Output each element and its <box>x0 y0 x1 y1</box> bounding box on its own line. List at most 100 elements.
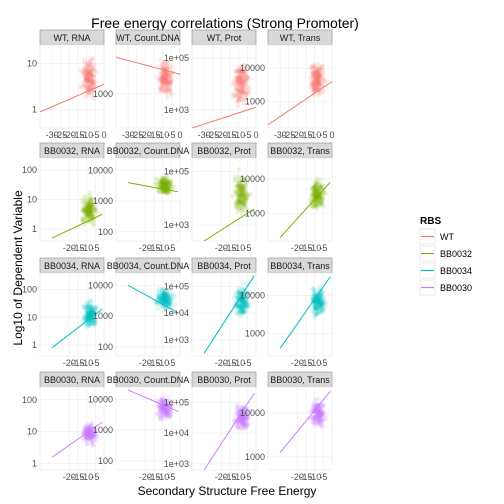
data-point <box>240 206 246 212</box>
data-point <box>312 185 318 190</box>
x-tick-label: -30 <box>198 130 211 140</box>
data-point <box>160 405 166 411</box>
data-point <box>169 297 175 302</box>
data-point <box>89 202 94 207</box>
data-point <box>243 309 249 314</box>
data-point <box>91 310 96 316</box>
data-point <box>315 419 321 424</box>
data-point <box>245 207 251 213</box>
regression-line <box>279 276 331 349</box>
facet-strip-label: BB0034, Trans <box>270 261 330 271</box>
data-point <box>164 81 170 87</box>
data-point <box>236 94 242 100</box>
data-point <box>240 308 246 314</box>
data-point <box>86 80 91 86</box>
data-point <box>90 213 96 219</box>
data-point <box>153 176 159 182</box>
data-point <box>164 297 170 303</box>
data-point <box>237 417 242 423</box>
x-tick-label: 0 <box>253 130 258 140</box>
data-point <box>164 65 170 71</box>
data-point <box>239 76 245 82</box>
data-point <box>87 434 93 439</box>
data-point <box>321 77 326 82</box>
data-point <box>314 306 320 311</box>
data-point <box>160 75 166 81</box>
data-point <box>91 317 96 323</box>
data-point <box>162 175 168 181</box>
data-point <box>159 295 165 301</box>
data-point <box>91 207 96 213</box>
panel-background <box>267 44 333 129</box>
data-point <box>86 208 92 214</box>
data-point <box>240 86 246 92</box>
data-point <box>89 205 95 211</box>
data-point <box>158 406 163 412</box>
data-point <box>239 414 245 420</box>
data-point <box>313 304 318 310</box>
data-point <box>239 79 245 85</box>
data-point <box>92 429 98 434</box>
data-point <box>243 412 249 418</box>
data-point <box>165 408 170 413</box>
data-point <box>316 201 322 206</box>
data-point <box>160 61 166 67</box>
data-point <box>160 74 166 79</box>
data-point <box>236 97 242 103</box>
data-point <box>159 396 165 402</box>
data-point <box>159 404 165 410</box>
data-point <box>166 409 172 415</box>
data-point <box>87 202 92 208</box>
data-point <box>244 192 250 198</box>
data-point <box>87 314 93 320</box>
data-point <box>89 310 95 316</box>
data-point <box>241 421 247 427</box>
data-point <box>91 79 97 85</box>
data-point <box>157 293 163 299</box>
data-point <box>87 210 92 216</box>
data-point <box>161 296 167 302</box>
data-point <box>83 436 89 442</box>
data-point <box>85 211 91 217</box>
data-point <box>233 183 239 189</box>
data-point <box>89 433 95 439</box>
data-point <box>233 293 239 298</box>
data-point <box>313 408 319 413</box>
data-point <box>86 318 92 323</box>
data-point <box>309 192 314 198</box>
data-point <box>310 186 315 192</box>
data-point <box>242 202 248 208</box>
x-tick-label: -10 <box>156 130 169 140</box>
data-point <box>88 69 94 75</box>
data-point <box>317 197 323 203</box>
data-point <box>82 78 88 84</box>
data-point <box>166 73 172 79</box>
data-point <box>85 432 91 438</box>
data-point <box>234 79 240 85</box>
y-tick-label: 1e+05 <box>164 166 189 176</box>
data-point <box>85 211 91 217</box>
data-point <box>89 78 94 84</box>
point-cloud <box>78 56 100 102</box>
facet-strip-label: WT, RNA <box>54 33 91 43</box>
data-point <box>313 416 319 422</box>
data-point <box>85 207 91 213</box>
y-tick-label: 100 <box>22 395 37 405</box>
data-point <box>243 416 248 421</box>
data-point <box>92 427 97 433</box>
data-point <box>318 309 323 315</box>
data-point <box>88 73 94 79</box>
data-point <box>89 309 95 315</box>
y-tick-label: 1000 <box>93 311 113 321</box>
y-tick-label: 10000 <box>88 165 113 175</box>
data-point <box>235 402 241 407</box>
data-point <box>87 208 93 213</box>
data-point <box>87 204 93 210</box>
data-point <box>162 79 167 84</box>
data-point <box>163 294 169 299</box>
data-point <box>161 405 166 411</box>
data-point <box>317 198 323 204</box>
data-point <box>85 434 91 439</box>
data-point <box>317 405 322 411</box>
data-point <box>161 59 167 65</box>
